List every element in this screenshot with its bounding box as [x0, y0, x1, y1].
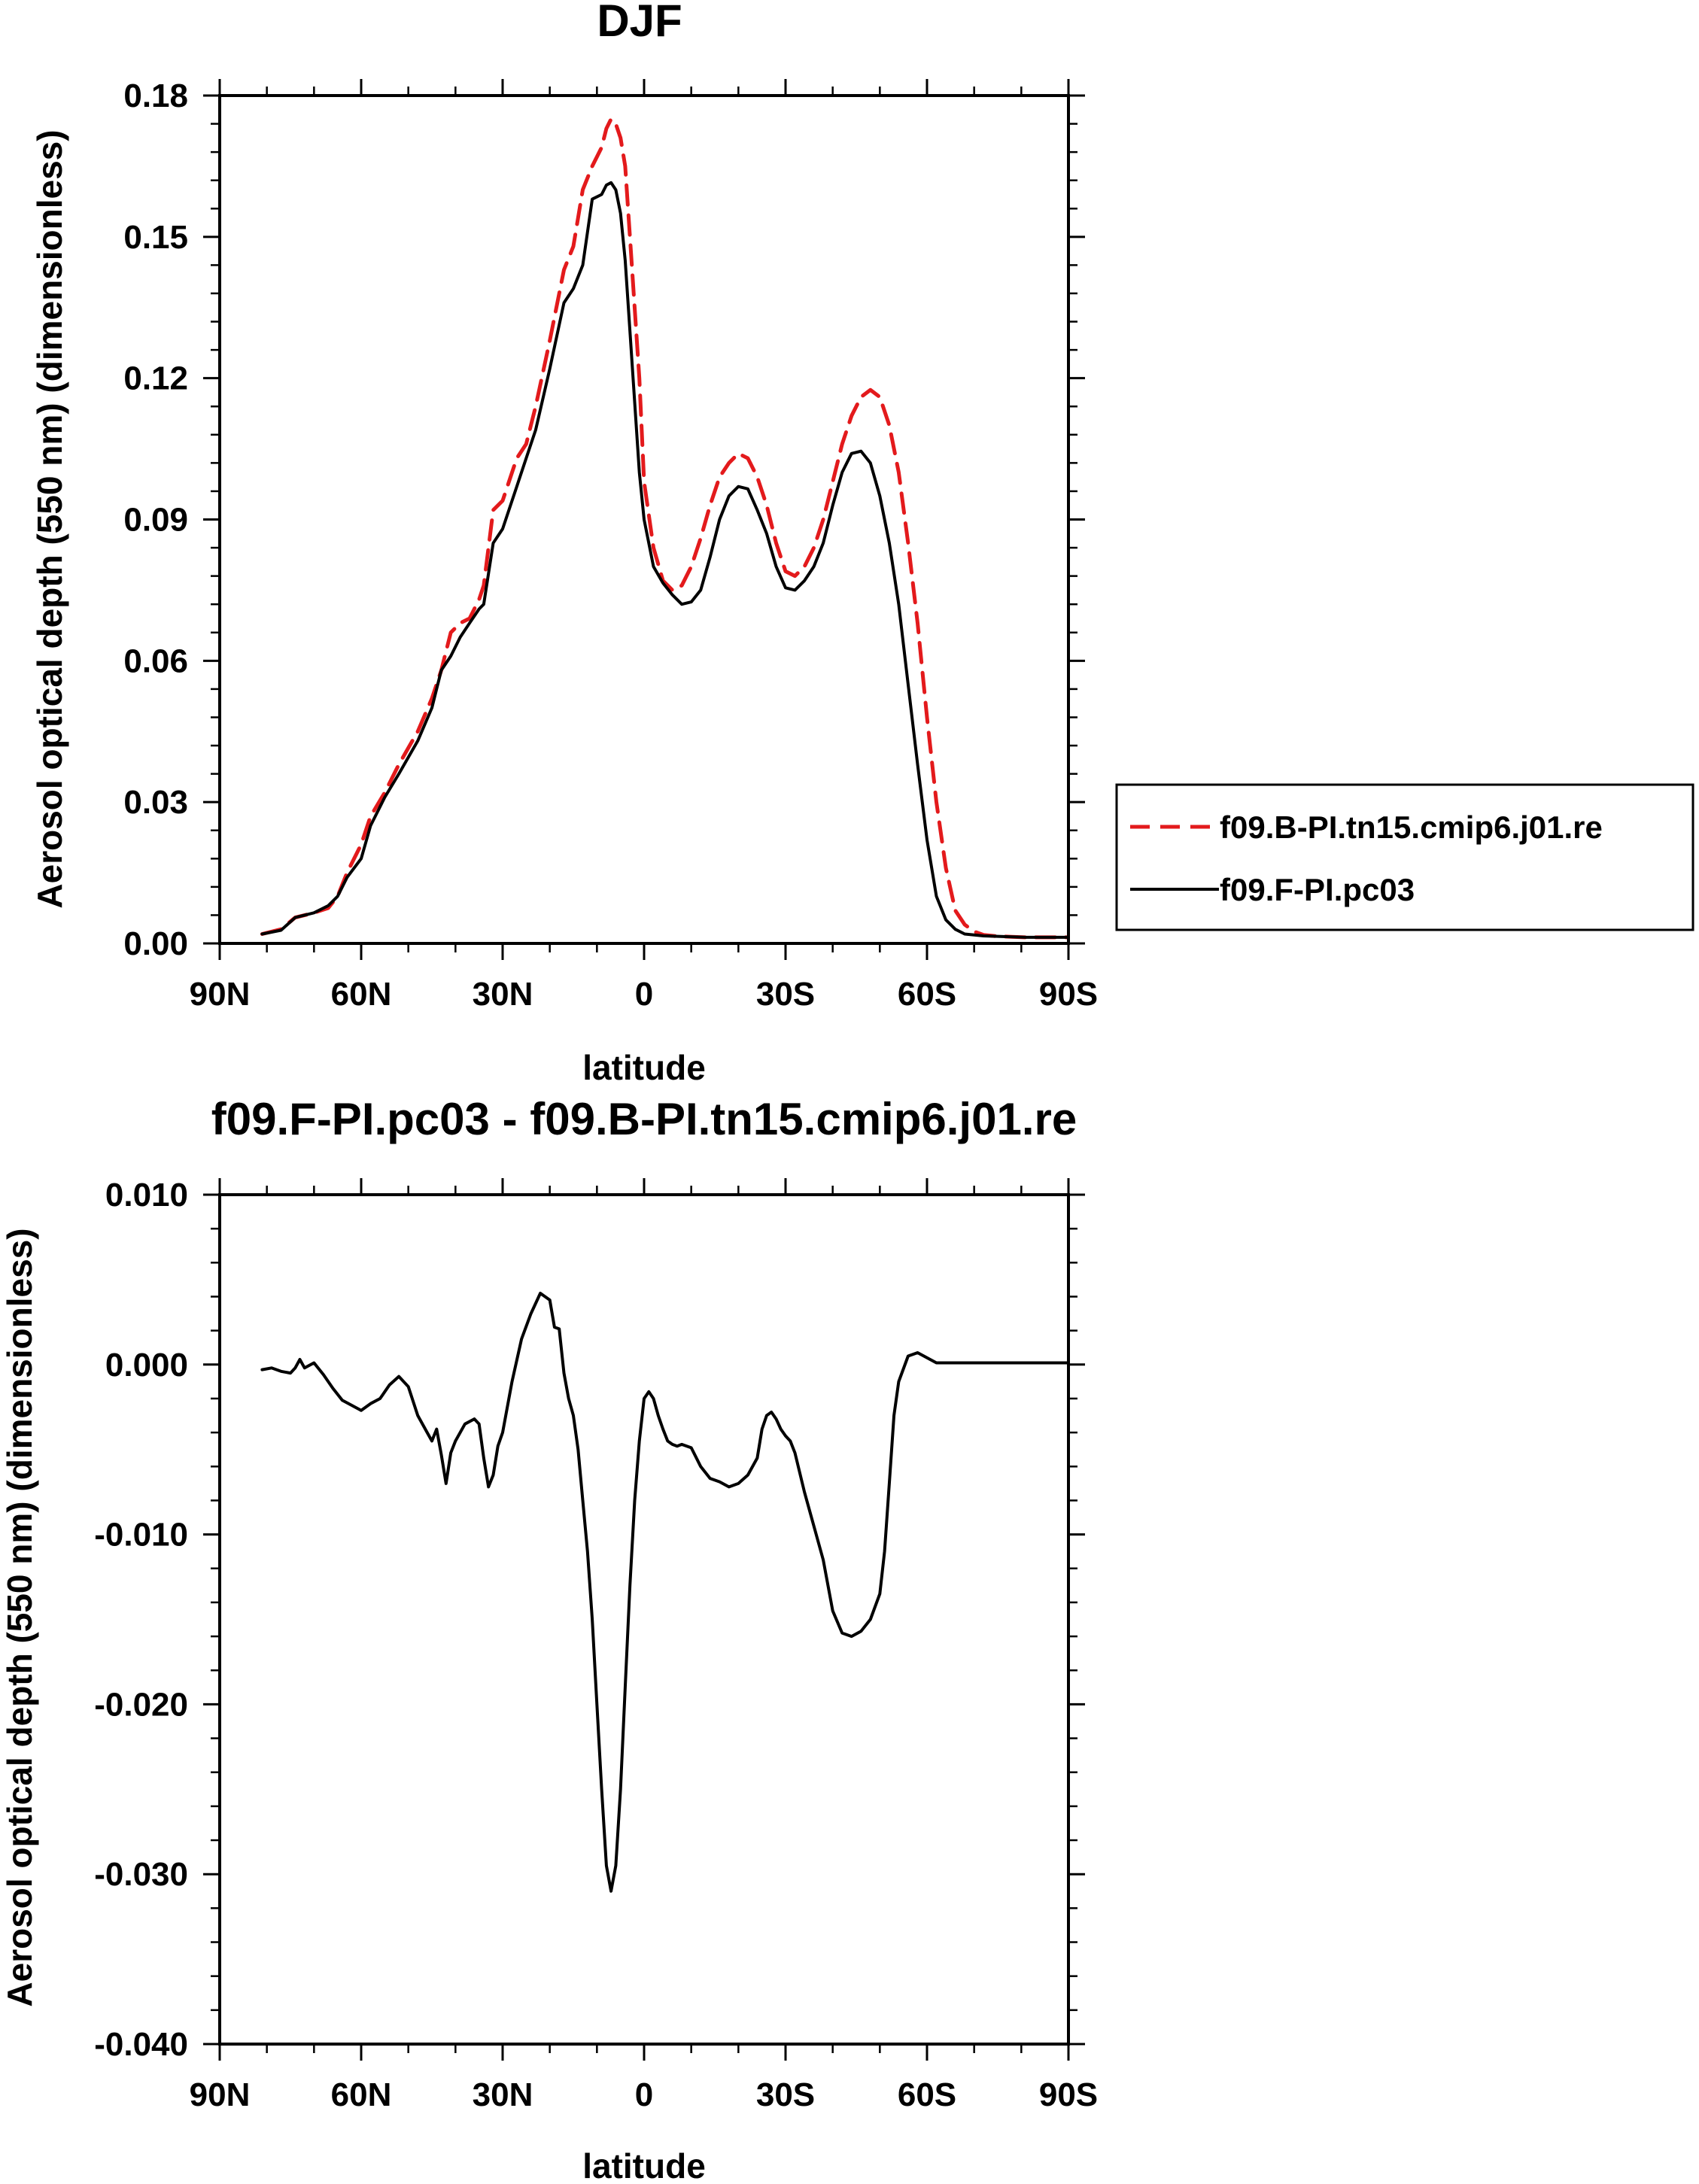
top-ticks: 90N 60N 30N 0 30S 60S 90S 0.00 0.03 0.06 0.09 0.12 0… [123, 77, 1098, 1013]
top-ytick-label: 0.06 [123, 642, 188, 679]
bottom-ytick-label: -0.040 [94, 2026, 188, 2063]
top-ytick-label: 0.12 [123, 360, 188, 397]
top-xtick-label: 30S [756, 976, 815, 1013]
top-plot: 90N 60N 30N 0 30S 60S 90S 0.00 0.03 0.06 0.09 0.12 0… [123, 77, 1098, 1013]
top-xtick-label: 90N [190, 976, 251, 1013]
bottom-ytick-label: 0.000 [105, 1347, 188, 1384]
bottom-xtick-label: 90N [190, 2076, 251, 2113]
top-xtick-label: 60S [898, 976, 956, 1013]
bottom-xlabel: latitude [582, 2146, 706, 2184]
top-series-line-1 [260, 181, 1068, 939]
bottom-xtick-label: 60S [898, 2076, 956, 2113]
top-ytick-label: 0.09 [123, 502, 188, 539]
bottom-plot-frame [218, 1193, 1070, 2046]
top-xtick-label: 0 [635, 976, 653, 1013]
bottom-ytick-label: -0.030 [94, 1856, 188, 1893]
top-ylabel: Aerosol optical depth (550 nm) (dimensio… [30, 129, 69, 908]
bottom-ytick-label: -0.010 [94, 1517, 188, 1554]
top-ytick-label: 0.15 [123, 219, 188, 256]
top-series-layer [260, 117, 1068, 940]
bottom-plot: 90N 60N 30N 0 30S 60S 90S -0.040 -0.030 -0.020 -0.… [94, 1177, 1098, 2113]
bottom-xtick-label: 30S [756, 2076, 815, 2113]
bottom-ticks: 90N 60N 30N 0 30S 60S 90S -0.040 -0.030 -0.020 -0.… [94, 1177, 1098, 2113]
legend-label-b: f09.B-PI.tn15.cmip6.j01.re [1220, 810, 1603, 845]
top-chart-title: DJF [597, 0, 682, 46]
bottom-ytick-label: 0.010 [105, 1177, 188, 1214]
top-xlabel: latitude [582, 1048, 706, 1087]
bottom-chart-title: f09.F-PI.pc03 - f09.B-PI.tn15.cmip6.j01.… [211, 1094, 1077, 1144]
bottom-ylabel: Aerosol optical depth (550 nm) (dimensio… [0, 1228, 39, 2006]
bottom-series-line-0 [260, 1292, 1068, 1893]
bottom-xtick-label: 90S [1039, 2076, 1098, 2113]
bottom-xtick-label: 60N [331, 2076, 392, 2113]
legend-box [1115, 783, 1694, 931]
top-ytick-label: 0.03 [123, 784, 188, 821]
top-ytick-label: 0.18 [123, 77, 188, 114]
top-xtick-label: 90S [1039, 976, 1098, 1013]
bottom-xtick-label: 30N [473, 2076, 533, 2113]
top-xtick-label: 30N [473, 976, 533, 1013]
top-series-line-0 [260, 117, 1068, 940]
bottom-xtick-label: 0 [635, 2076, 653, 2113]
bottom-ytick-label: -0.020 [94, 1686, 188, 1723]
legend-label-f: f09.F-PI.pc03 [1220, 872, 1415, 907]
bottom-series-layer [260, 1292, 1068, 1893]
legend: f09.B-PI.tn15.cmip6.j01.re f09.F-PI.pc03 [1115, 783, 1694, 931]
top-ytick-label: 0.00 [123, 925, 188, 962]
top-xtick-label: 60N [331, 976, 392, 1013]
